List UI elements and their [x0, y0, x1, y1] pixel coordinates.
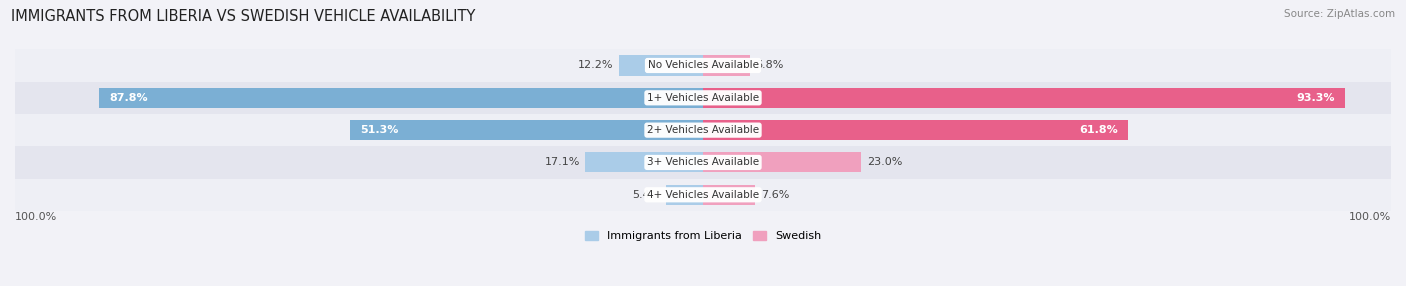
Text: 12.2%: 12.2% — [578, 60, 613, 70]
Bar — [15, 146, 1391, 179]
Text: 87.8%: 87.8% — [110, 93, 148, 103]
Bar — [98, 88, 703, 108]
Bar — [703, 88, 1346, 108]
Text: 3+ Vehicles Available: 3+ Vehicles Available — [647, 158, 759, 168]
Bar — [703, 152, 862, 172]
Text: Source: ZipAtlas.com: Source: ZipAtlas.com — [1284, 9, 1395, 19]
Legend: Immigrants from Liberia, Swedish: Immigrants from Liberia, Swedish — [585, 231, 821, 241]
Text: 61.8%: 61.8% — [1080, 125, 1118, 135]
Bar — [703, 120, 1128, 140]
Bar — [703, 185, 755, 205]
Bar — [703, 55, 749, 76]
Text: 4+ Vehicles Available: 4+ Vehicles Available — [647, 190, 759, 200]
Bar — [15, 114, 1391, 146]
Text: No Vehicles Available: No Vehicles Available — [648, 60, 758, 70]
Text: IMMIGRANTS FROM LIBERIA VS SWEDISH VEHICLE AVAILABILITY: IMMIGRANTS FROM LIBERIA VS SWEDISH VEHIC… — [11, 9, 475, 23]
Text: 100.0%: 100.0% — [1348, 212, 1391, 222]
Text: 100.0%: 100.0% — [15, 212, 58, 222]
Text: 5.4%: 5.4% — [631, 190, 661, 200]
Text: 17.1%: 17.1% — [544, 158, 579, 168]
Bar — [585, 152, 703, 172]
Bar — [15, 82, 1391, 114]
Text: 23.0%: 23.0% — [866, 158, 903, 168]
Bar — [15, 179, 1391, 211]
Text: 7.6%: 7.6% — [761, 190, 789, 200]
Bar — [619, 55, 703, 76]
Text: 51.3%: 51.3% — [360, 125, 399, 135]
Bar — [666, 185, 703, 205]
Text: 1+ Vehicles Available: 1+ Vehicles Available — [647, 93, 759, 103]
Text: 2+ Vehicles Available: 2+ Vehicles Available — [647, 125, 759, 135]
Bar — [350, 120, 703, 140]
Text: 93.3%: 93.3% — [1296, 93, 1334, 103]
Bar — [15, 49, 1391, 82]
Text: 6.8%: 6.8% — [755, 60, 783, 70]
